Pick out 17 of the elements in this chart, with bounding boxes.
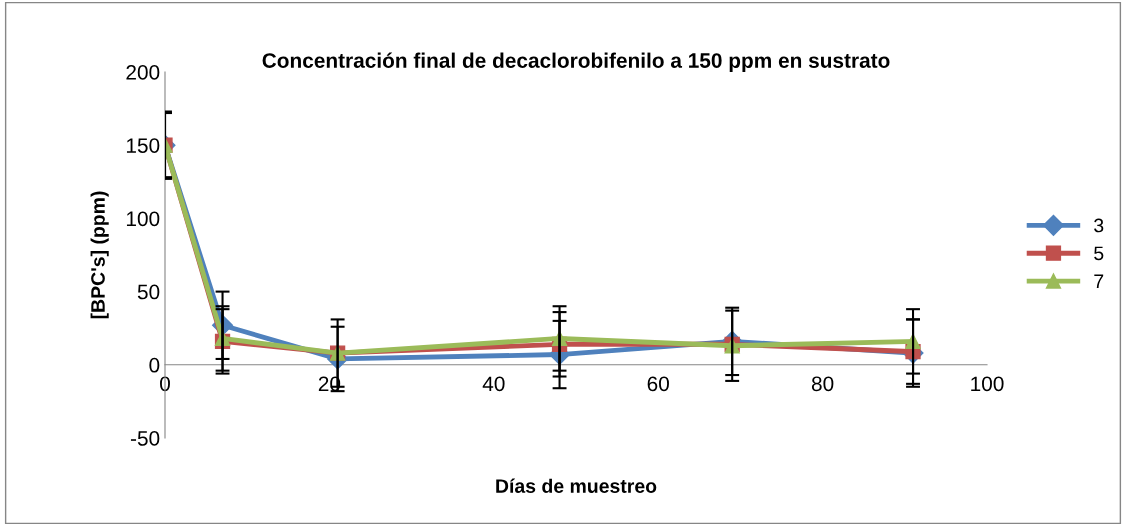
y-tick-label: 0	[149, 357, 160, 373]
x-axis-title: Días de muestreo	[496, 478, 657, 493]
y-tick-label: -50	[130, 431, 160, 446]
y-tick-label: 50	[137, 284, 160, 300]
y-tick-label: 150	[126, 138, 160, 153]
legend-label: 7	[1094, 274, 1104, 288]
y-axis-title: [BPC's] (ppm)	[90, 191, 109, 319]
x-tick-label: 40	[482, 376, 505, 392]
x-tick-label: 80	[811, 376, 834, 392]
x-tick-label: 100	[971, 376, 1004, 392]
x-tick-label: 60	[647, 376, 669, 392]
chart-title: Concentración final de decaclorobifenilo a 150 ppm en sustrato	[262, 52, 890, 72]
legend-label: 3	[1094, 218, 1104, 233]
y-tick-label: 200	[126, 65, 160, 80]
y-tick-label: 100	[126, 211, 160, 227]
legend-label: 5	[1094, 246, 1104, 261]
x-tick-label: 0	[160, 376, 170, 392]
